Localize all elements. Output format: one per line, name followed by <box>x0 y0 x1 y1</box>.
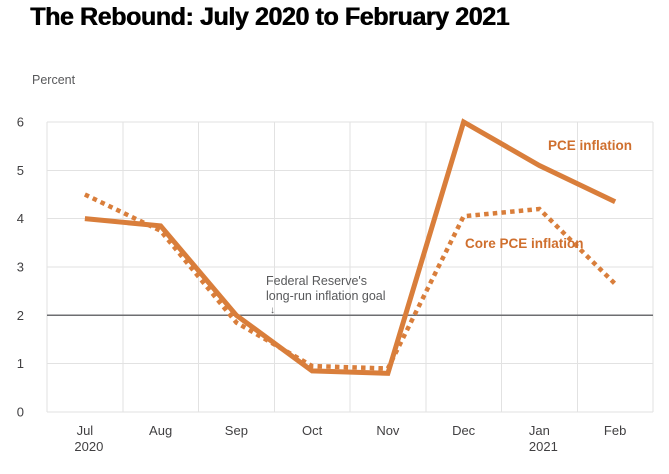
x-tick-label: Oct <box>302 423 323 438</box>
y-tick-label: 5 <box>17 163 24 178</box>
x-tick-label: Sep <box>225 423 248 438</box>
y-axis-tick-labels: 0 1 2 3 4 5 6 <box>17 115 24 420</box>
y-tick-label: 2 <box>17 308 24 323</box>
y-tick-label: 0 <box>17 405 24 420</box>
x-tick-label: Jan <box>529 423 550 438</box>
y-tick-label: 6 <box>17 115 24 130</box>
fed-goal-annotation-line1: Federal Reserve's <box>266 274 368 288</box>
y-tick-label: 3 <box>17 260 24 275</box>
pce-inflation-line <box>84 118 617 376</box>
down-arrow-icon: ↓ <box>270 305 275 316</box>
core-pce-inflation-label: Core PCE inflation <box>465 236 584 251</box>
x-tick-label: Nov <box>376 423 400 438</box>
x-tick-label: Jul <box>77 423 94 438</box>
x-tick-year-label: 2021 <box>529 439 558 454</box>
fed-goal-annotation-line2: long-run inflation goal <box>266 289 386 303</box>
page-title: The Rebound: July 2020 to February 2021 <box>30 3 509 31</box>
fed-goal-annotation: Federal Reserve's long-run inflation goa… <box>266 274 386 316</box>
y-tick-label: 1 <box>17 356 24 371</box>
x-tick-year-label: 2020 <box>74 439 103 454</box>
x-tick-label: Aug <box>149 423 172 438</box>
x-axis-tick-labels: Jul Aug Sep Oct Nov Dec Jan Feb 2020 2021 <box>74 423 626 454</box>
gridlines <box>46 121 654 413</box>
x-tick-label: Feb <box>604 423 626 438</box>
x-tick-label: Dec <box>452 423 476 438</box>
y-axis-unit-label: Percent <box>32 73 76 87</box>
y-tick-label: 4 <box>17 211 24 226</box>
pce-inflation-label: PCE inflation <box>548 138 632 153</box>
